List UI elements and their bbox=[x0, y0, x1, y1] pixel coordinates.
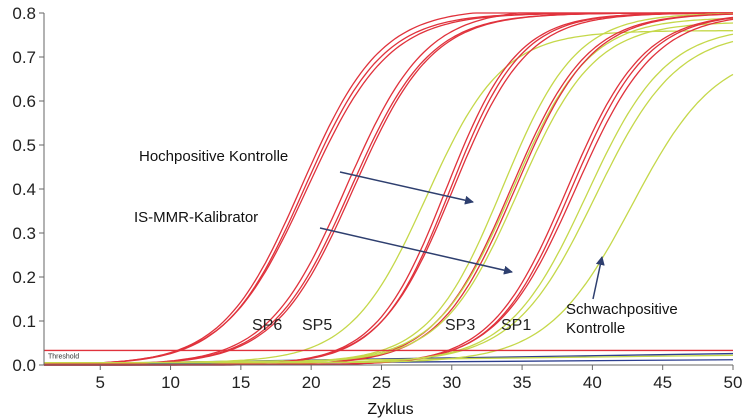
x-tick-label: 30 bbox=[442, 373, 461, 392]
x-tick-label: 20 bbox=[302, 373, 321, 392]
arrow-is-mmr-calibrator bbox=[319, 227, 513, 275]
curve-label-sp6: SP6 bbox=[252, 317, 282, 334]
y-tick-label: 0.0 bbox=[12, 356, 36, 375]
arrow-low-positive-control bbox=[592, 256, 605, 300]
x-tick-label: 50 bbox=[724, 373, 743, 392]
x-tick-label: 25 bbox=[372, 373, 391, 392]
x-axis-title: Zyklus bbox=[367, 401, 413, 418]
arrow-high-positive-control bbox=[339, 171, 474, 205]
amplification-curve bbox=[44, 73, 734, 364]
x-tick-label: 45 bbox=[653, 373, 672, 392]
threshold-group: Threshold bbox=[44, 349, 733, 360]
y-tick-label: 0.6 bbox=[12, 92, 36, 111]
x-tick-label: 35 bbox=[513, 373, 532, 392]
annotation-high-positive-control: Hochpositive Kontrolle bbox=[139, 148, 288, 165]
x-tick-label: 40 bbox=[583, 373, 602, 392]
y-tick-label: 0.3 bbox=[12, 224, 36, 243]
annotation-low-positive-control-line2: Kontrolle bbox=[566, 320, 625, 337]
y-tick-label: 0.2 bbox=[12, 268, 36, 287]
threshold-label: Threshold bbox=[48, 353, 79, 360]
y-tick-label: 0.8 bbox=[12, 4, 36, 23]
y-ticks-group: 0.0 0.1 0.2 0.3 0.4 0.5 0.6 0.7 0.8 bbox=[12, 4, 44, 375]
x-ticks-group: 5 10 15 20 25 30 35 40 45 50 bbox=[96, 365, 743, 392]
curve-labels-group: SP6 SP5 SP3 SP1 bbox=[252, 317, 531, 334]
curve-label-sp5: SP5 bbox=[302, 317, 332, 334]
y-tick-label: 0.7 bbox=[12, 48, 36, 67]
annotation-is-mmr-calibrator: IS-MMR-Kalibrator bbox=[134, 209, 258, 226]
annotations-group: Hochpositive Kontrolle IS-MMR-Kalibrator… bbox=[134, 148, 678, 337]
y-tick-label: 0.1 bbox=[12, 312, 36, 331]
x-tick-label: 5 bbox=[96, 373, 105, 392]
annotation-low-positive-control-line1: Schwachpositive bbox=[566, 301, 678, 318]
x-tick-label: 10 bbox=[161, 373, 180, 392]
y-tick-label: 0.4 bbox=[12, 180, 36, 199]
curve-label-sp3: SP3 bbox=[445, 317, 475, 334]
x-tick-label: 15 bbox=[231, 373, 250, 392]
y-tick-label: 0.5 bbox=[12, 136, 36, 155]
curve-label-sp1: SP1 bbox=[501, 317, 531, 334]
